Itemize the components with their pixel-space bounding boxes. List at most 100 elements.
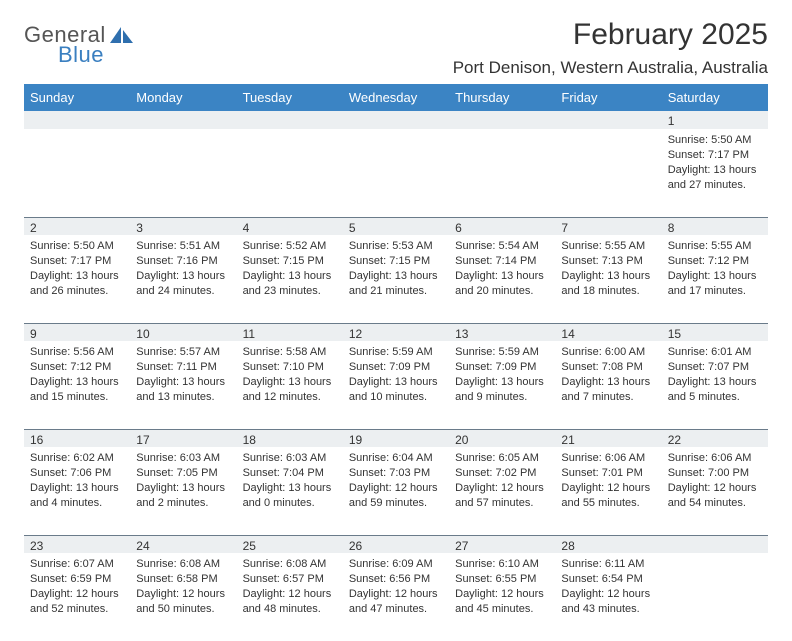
day-number: 12 <box>343 324 449 342</box>
sunset-text: Sunset: 7:13 PM <box>561 254 655 269</box>
sunset-text: Sunset: 7:01 PM <box>561 466 655 481</box>
day-number: 18 <box>237 430 343 448</box>
week-row: Sunrise: 5:50 AMSunset: 7:17 PMDaylight:… <box>24 235 768 323</box>
day-cell <box>237 129 343 217</box>
day-cell: Sunrise: 6:10 AMSunset: 6:55 PMDaylight:… <box>449 553 555 641</box>
daylight-text: Daylight: 12 hours and 55 minutes. <box>561 481 655 511</box>
header: General Blue February 2025 Port Denison,… <box>24 18 768 78</box>
weekday-header-thursday: Thursday <box>449 84 555 111</box>
daylight-text: Daylight: 13 hours and 2 minutes. <box>136 481 230 511</box>
day-cell <box>130 129 236 217</box>
daylight-text: Daylight: 13 hours and 0 minutes. <box>243 481 337 511</box>
day-cell: Sunrise: 5:50 AMSunset: 7:17 PMDaylight:… <box>24 235 130 323</box>
sunrise-text: Sunrise: 5:58 AM <box>243 345 337 360</box>
daylight-text: Daylight: 13 hours and 5 minutes. <box>668 375 762 405</box>
sunset-text: Sunset: 6:55 PM <box>455 572 549 587</box>
weekday-header-row: Sunday Monday Tuesday Wednesday Thursday… <box>24 84 768 111</box>
sunrise-text: Sunrise: 5:55 AM <box>561 239 655 254</box>
day-cell: Sunrise: 6:04 AMSunset: 7:03 PMDaylight:… <box>343 447 449 535</box>
logo-sail-icon <box>110 27 134 45</box>
sunrise-text: Sunrise: 5:53 AM <box>349 239 443 254</box>
day-cell: Sunrise: 5:52 AMSunset: 7:15 PMDaylight:… <box>237 235 343 323</box>
sunrise-text: Sunrise: 6:04 AM <box>349 451 443 466</box>
sunset-text: Sunset: 7:07 PM <box>668 360 762 375</box>
day-number <box>343 111 449 129</box>
sunset-text: Sunset: 7:10 PM <box>243 360 337 375</box>
location-subtitle: Port Denison, Western Australia, Austral… <box>453 58 768 78</box>
sunrise-text: Sunrise: 5:56 AM <box>30 345 124 360</box>
sunrise-text: Sunrise: 5:57 AM <box>136 345 230 360</box>
weekday-header-sunday: Sunday <box>24 84 130 111</box>
sunset-text: Sunset: 7:00 PM <box>668 466 762 481</box>
daylight-text: Daylight: 13 hours and 24 minutes. <box>136 269 230 299</box>
logo-word-blue: Blue <box>24 44 106 66</box>
sunrise-text: Sunrise: 5:54 AM <box>455 239 549 254</box>
daylight-text: Daylight: 13 hours and 17 minutes. <box>668 269 762 299</box>
day-cell: Sunrise: 6:00 AMSunset: 7:08 PMDaylight:… <box>555 341 661 429</box>
day-cell <box>662 553 768 641</box>
day-number <box>662 536 768 554</box>
day-cell: Sunrise: 6:02 AMSunset: 7:06 PMDaylight:… <box>24 447 130 535</box>
sunset-text: Sunset: 7:08 PM <box>561 360 655 375</box>
day-cell: Sunrise: 6:11 AMSunset: 6:54 PMDaylight:… <box>555 553 661 641</box>
sunrise-text: Sunrise: 6:09 AM <box>349 557 443 572</box>
sunset-text: Sunset: 6:59 PM <box>30 572 124 587</box>
weekday-header-saturday: Saturday <box>662 84 768 111</box>
day-cell <box>449 129 555 217</box>
day-cell: Sunrise: 5:55 AMSunset: 7:12 PMDaylight:… <box>662 235 768 323</box>
daylight-text: Daylight: 12 hours and 54 minutes. <box>668 481 762 511</box>
sunrise-text: Sunrise: 6:08 AM <box>136 557 230 572</box>
day-number <box>24 111 130 129</box>
day-cell: Sunrise: 6:06 AMSunset: 7:01 PMDaylight:… <box>555 447 661 535</box>
day-number: 17 <box>130 430 236 448</box>
day-number: 11 <box>237 324 343 342</box>
day-number-row: 1 <box>24 111 768 129</box>
title-block: February 2025 Port Denison, Western Aust… <box>453 18 768 78</box>
sunrise-text: Sunrise: 6:10 AM <box>455 557 549 572</box>
sunset-text: Sunset: 7:14 PM <box>455 254 549 269</box>
sunset-text: Sunset: 7:03 PM <box>349 466 443 481</box>
day-number: 15 <box>662 324 768 342</box>
sunset-text: Sunset: 6:58 PM <box>136 572 230 587</box>
sunrise-text: Sunrise: 6:03 AM <box>243 451 337 466</box>
sunrise-text: Sunrise: 5:50 AM <box>668 133 762 148</box>
sunset-text: Sunset: 7:09 PM <box>349 360 443 375</box>
day-number: 21 <box>555 430 661 448</box>
calendar-page: General Blue February 2025 Port Denison,… <box>0 0 792 612</box>
day-number-row: 232425262728 <box>24 535 768 553</box>
day-number: 25 <box>237 536 343 554</box>
day-cell: Sunrise: 6:03 AMSunset: 7:04 PMDaylight:… <box>237 447 343 535</box>
sunset-text: Sunset: 7:04 PM <box>243 466 337 481</box>
day-number: 2 <box>24 218 130 236</box>
day-cell: Sunrise: 5:56 AMSunset: 7:12 PMDaylight:… <box>24 341 130 429</box>
day-number: 6 <box>449 218 555 236</box>
day-number <box>237 111 343 129</box>
day-number: 3 <box>130 218 236 236</box>
daylight-text: Daylight: 13 hours and 4 minutes. <box>30 481 124 511</box>
sunset-text: Sunset: 6:57 PM <box>243 572 337 587</box>
week-row: Sunrise: 6:02 AMSunset: 7:06 PMDaylight:… <box>24 447 768 535</box>
week-row: Sunrise: 5:56 AMSunset: 7:12 PMDaylight:… <box>24 341 768 429</box>
day-cell: Sunrise: 5:54 AMSunset: 7:14 PMDaylight:… <box>449 235 555 323</box>
daylight-text: Daylight: 13 hours and 12 minutes. <box>243 375 337 405</box>
day-number: 20 <box>449 430 555 448</box>
day-number-row: 2345678 <box>24 217 768 235</box>
day-cell: Sunrise: 5:51 AMSunset: 7:16 PMDaylight:… <box>130 235 236 323</box>
day-cell: Sunrise: 6:05 AMSunset: 7:02 PMDaylight:… <box>449 447 555 535</box>
day-cell: Sunrise: 5:59 AMSunset: 7:09 PMDaylight:… <box>343 341 449 429</box>
sunset-text: Sunset: 7:06 PM <box>30 466 124 481</box>
day-cell: Sunrise: 5:50 AMSunset: 7:17 PMDaylight:… <box>662 129 768 217</box>
sunset-text: Sunset: 7:15 PM <box>349 254 443 269</box>
day-cell <box>555 129 661 217</box>
day-cell: Sunrise: 5:59 AMSunset: 7:09 PMDaylight:… <box>449 341 555 429</box>
daylight-text: Daylight: 13 hours and 26 minutes. <box>30 269 124 299</box>
daylight-text: Daylight: 13 hours and 21 minutes. <box>349 269 443 299</box>
month-title: February 2025 <box>453 18 768 52</box>
daylight-text: Daylight: 13 hours and 27 minutes. <box>668 163 762 193</box>
sunrise-text: Sunrise: 6:01 AM <box>668 345 762 360</box>
calendar: Sunday Monday Tuesday Wednesday Thursday… <box>24 84 768 641</box>
day-number: 10 <box>130 324 236 342</box>
day-cell <box>343 129 449 217</box>
day-number: 28 <box>555 536 661 554</box>
weekday-header-friday: Friday <box>555 84 661 111</box>
